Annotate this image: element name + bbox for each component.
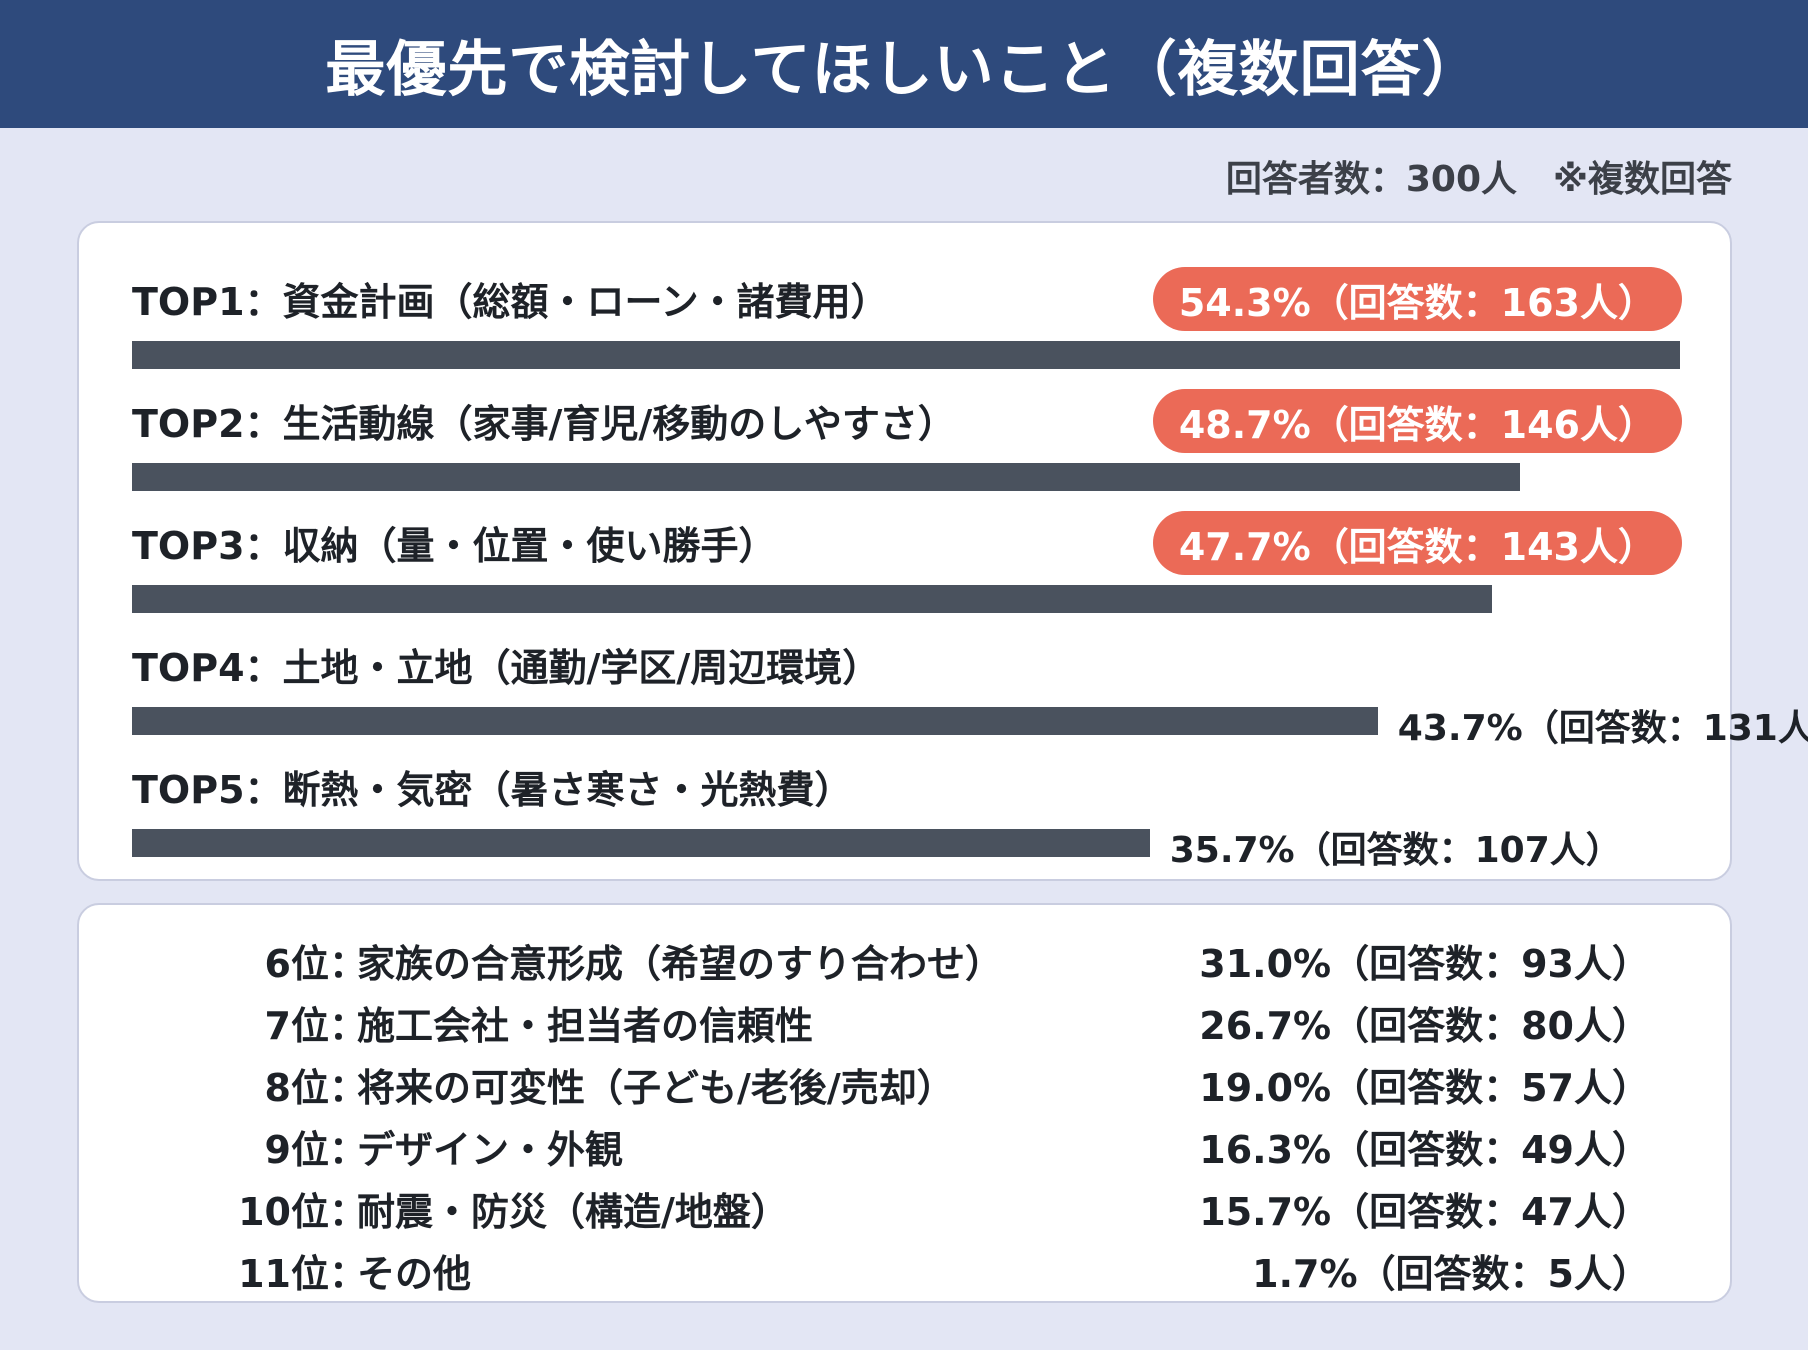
bar-label: TOP1：資金計画（総額・ローン・諸費用） bbox=[132, 280, 889, 324]
rank-label: 6位 bbox=[264, 942, 329, 986]
item-label: 施工会社・担当者の信頼性 bbox=[357, 1004, 814, 1048]
bar-row: TOP2：生活動線（家事/育児/移動のしやすさ） 48.7%（回答数：146人） bbox=[132, 361, 1682, 491]
list-item: 6位 ： 家族の合意形成（希望のすり合わせ） 31.0%（回答数：93人） bbox=[79, 925, 1734, 987]
list-item: 11位 ： その他 1.7%（回答数：5人） bbox=[79, 1235, 1734, 1297]
rank-label: 10位 bbox=[238, 1190, 329, 1234]
item-label: その他 bbox=[357, 1252, 472, 1296]
list-item: 9位 ： デザイン・外観 16.3%（回答数：49人） bbox=[79, 1111, 1734, 1173]
bar bbox=[132, 341, 1680, 369]
data-label: 16.3%（回答数：49人） bbox=[1199, 1128, 1650, 1172]
chart-title: 最優先で検討してほしいこと（複数回答） bbox=[325, 34, 1483, 105]
bar bbox=[132, 829, 1150, 857]
separator: ： bbox=[329, 1128, 368, 1172]
rank-label: 11位 bbox=[238, 1252, 329, 1296]
list-item: 10位 ： 耐震・防災（構造/地盤） 15.7%（回答数：47人） bbox=[79, 1173, 1734, 1235]
bar-row: TOP1：資金計画（総額・ローン・諸費用） 54.3%（回答数：163人） bbox=[132, 239, 1682, 369]
bar-label: TOP2：生活動線（家事/育児/移動のしやすさ） bbox=[132, 402, 956, 446]
bar-row: TOP5：断熱・気密（暑さ寒さ・光熱費） 35.7%（回答数：107人） bbox=[132, 727, 1682, 871]
respondent-count: 回答者数：300人 bbox=[1225, 159, 1517, 200]
separator: ： bbox=[329, 1252, 368, 1296]
item-label: 将来の可変性（子ども/老後/売却） bbox=[357, 1066, 955, 1110]
data-label: 35.7%（回答数：107人） bbox=[1169, 830, 1622, 871]
top5-card: TOP1：資金計画（総額・ローン・諸費用） 54.3%（回答数：163人） TOP… bbox=[77, 221, 1808, 881]
header: 最優先で検討してほしいこと（複数回答） bbox=[0, 0, 1808, 128]
bar bbox=[132, 463, 1521, 491]
item-label: デザイン・外観 bbox=[357, 1128, 624, 1172]
rank-label: 7位 bbox=[264, 1004, 329, 1048]
data-label: 1.7%（回答数：5人） bbox=[1252, 1252, 1650, 1296]
separator: ： bbox=[329, 1004, 368, 1048]
item-label: 耐震・防災（構造/地盤） bbox=[357, 1190, 789, 1234]
separator: ： bbox=[329, 942, 368, 986]
value-badge: 54.3%（回答数：163人） bbox=[1152, 267, 1682, 331]
bar-label: TOP4：土地・立地（通勤/学区/周辺環境） bbox=[132, 646, 881, 690]
rank-label: 9位 bbox=[264, 1128, 329, 1172]
list-item: 8位 ： 将来の可変性（子ども/老後/売却） 19.0%（回答数：57人） bbox=[79, 1049, 1734, 1111]
separator: ： bbox=[329, 1066, 368, 1110]
data-label: 19.0%（回答数：57人） bbox=[1199, 1066, 1650, 1110]
bar-row: TOP3：収納（量・位置・使い勝手） 47.7%（回答数：143人） bbox=[132, 483, 1682, 613]
rank-label: 8位 bbox=[264, 1066, 329, 1110]
value-badge: 47.7%（回答数：143人） bbox=[1152, 511, 1682, 575]
data-label: 15.7%（回答数：47人） bbox=[1199, 1190, 1650, 1234]
data-label: 31.0%（回答数：93人） bbox=[1199, 942, 1650, 986]
separator: ： bbox=[329, 1190, 368, 1234]
bar-row: TOP4：土地・立地（通勤/学区/周辺環境） 43.7%（回答数：131人） bbox=[132, 605, 1808, 749]
value-badge: 48.7%（回答数：146人） bbox=[1152, 389, 1682, 453]
bar-label: TOP3：収納（量・位置・使い勝手） bbox=[132, 524, 777, 568]
list-item: 7位 ： 施工会社・担当者の信頼性 26.7%（回答数：80人） bbox=[79, 987, 1734, 1049]
multi-answer-note: ※複数回答 bbox=[1553, 159, 1732, 200]
others-card: 6位 ： 家族の合意形成（希望のすり合わせ） 31.0%（回答数：93人） 7位 … bbox=[77, 903, 1732, 1303]
bar-label: TOP5：断熱・気密（暑さ寒さ・光熱費） bbox=[132, 768, 853, 812]
data-label: 26.7%（回答数：80人） bbox=[1199, 1004, 1650, 1048]
respondent-note: 回答者数：300人 ※複数回答 bbox=[1226, 150, 1732, 202]
item-label: 家族の合意形成（希望のすり合わせ） bbox=[357, 942, 1004, 986]
data-label: 43.7%（回答数：131人） bbox=[1397, 708, 1808, 749]
bar bbox=[132, 707, 1378, 735]
bar bbox=[132, 585, 1492, 613]
